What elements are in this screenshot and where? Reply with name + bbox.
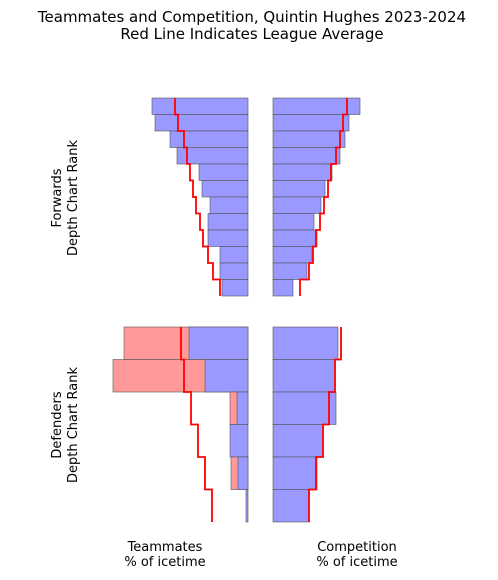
teammates-bar xyxy=(237,456,249,490)
teammates-bar xyxy=(198,163,249,181)
competition-x-label: Competition% of icetime xyxy=(316,540,397,570)
competition-bar xyxy=(272,180,326,198)
teammates-bar xyxy=(188,326,249,360)
teammates-bar xyxy=(219,246,249,264)
competition-bar xyxy=(272,326,339,360)
teammates-bar xyxy=(221,279,249,297)
teammates-bar xyxy=(245,489,249,523)
competition-bar xyxy=(272,279,294,297)
chart-subtitle: Red Line Indicates League Average xyxy=(120,25,383,43)
competition-bar xyxy=(272,147,341,165)
teammates-bar xyxy=(209,196,249,214)
competition-bar xyxy=(272,229,318,247)
teammates-average-line xyxy=(180,327,213,522)
y-axis-label: DefendersDepth Chart Rank xyxy=(50,367,81,484)
competition-bar xyxy=(272,424,324,458)
competition-bar xyxy=(272,163,333,181)
competition-bar xyxy=(272,196,322,214)
y-axis-label: ForwardsDepth Chart Rank xyxy=(50,140,81,257)
teammates-bar xyxy=(207,229,249,247)
teammates-bar xyxy=(169,130,249,148)
teammates-bar xyxy=(151,97,249,115)
teammates-x-label: Teammates% of icetime xyxy=(124,540,205,570)
competition-bar xyxy=(272,359,336,393)
competition-bar xyxy=(272,114,350,132)
teammates-bar xyxy=(204,359,249,393)
teammates-bar xyxy=(236,391,249,425)
chart-marks xyxy=(112,97,361,523)
competition-bar xyxy=(272,246,313,264)
chart-labels: ForwardsDepth Chart Rank DefendersDepth C… xyxy=(50,140,398,570)
competition-average-line xyxy=(308,327,342,522)
teammates-bar xyxy=(154,114,249,132)
competition-bar xyxy=(272,262,308,280)
competition-bar xyxy=(272,391,337,425)
competition-bar xyxy=(272,130,346,148)
competition-average-line xyxy=(299,98,348,296)
competition-bar xyxy=(272,456,318,490)
teammates-bar xyxy=(207,213,249,231)
teammates-bar xyxy=(229,424,249,458)
teammates-average-line xyxy=(174,98,221,296)
competition-bar xyxy=(272,213,315,231)
chart-title: Teammates and Competition, Quintin Hughe… xyxy=(37,8,466,26)
teammates-bar xyxy=(219,262,249,280)
teammates-bar xyxy=(201,180,249,198)
competition-bar xyxy=(272,489,310,523)
